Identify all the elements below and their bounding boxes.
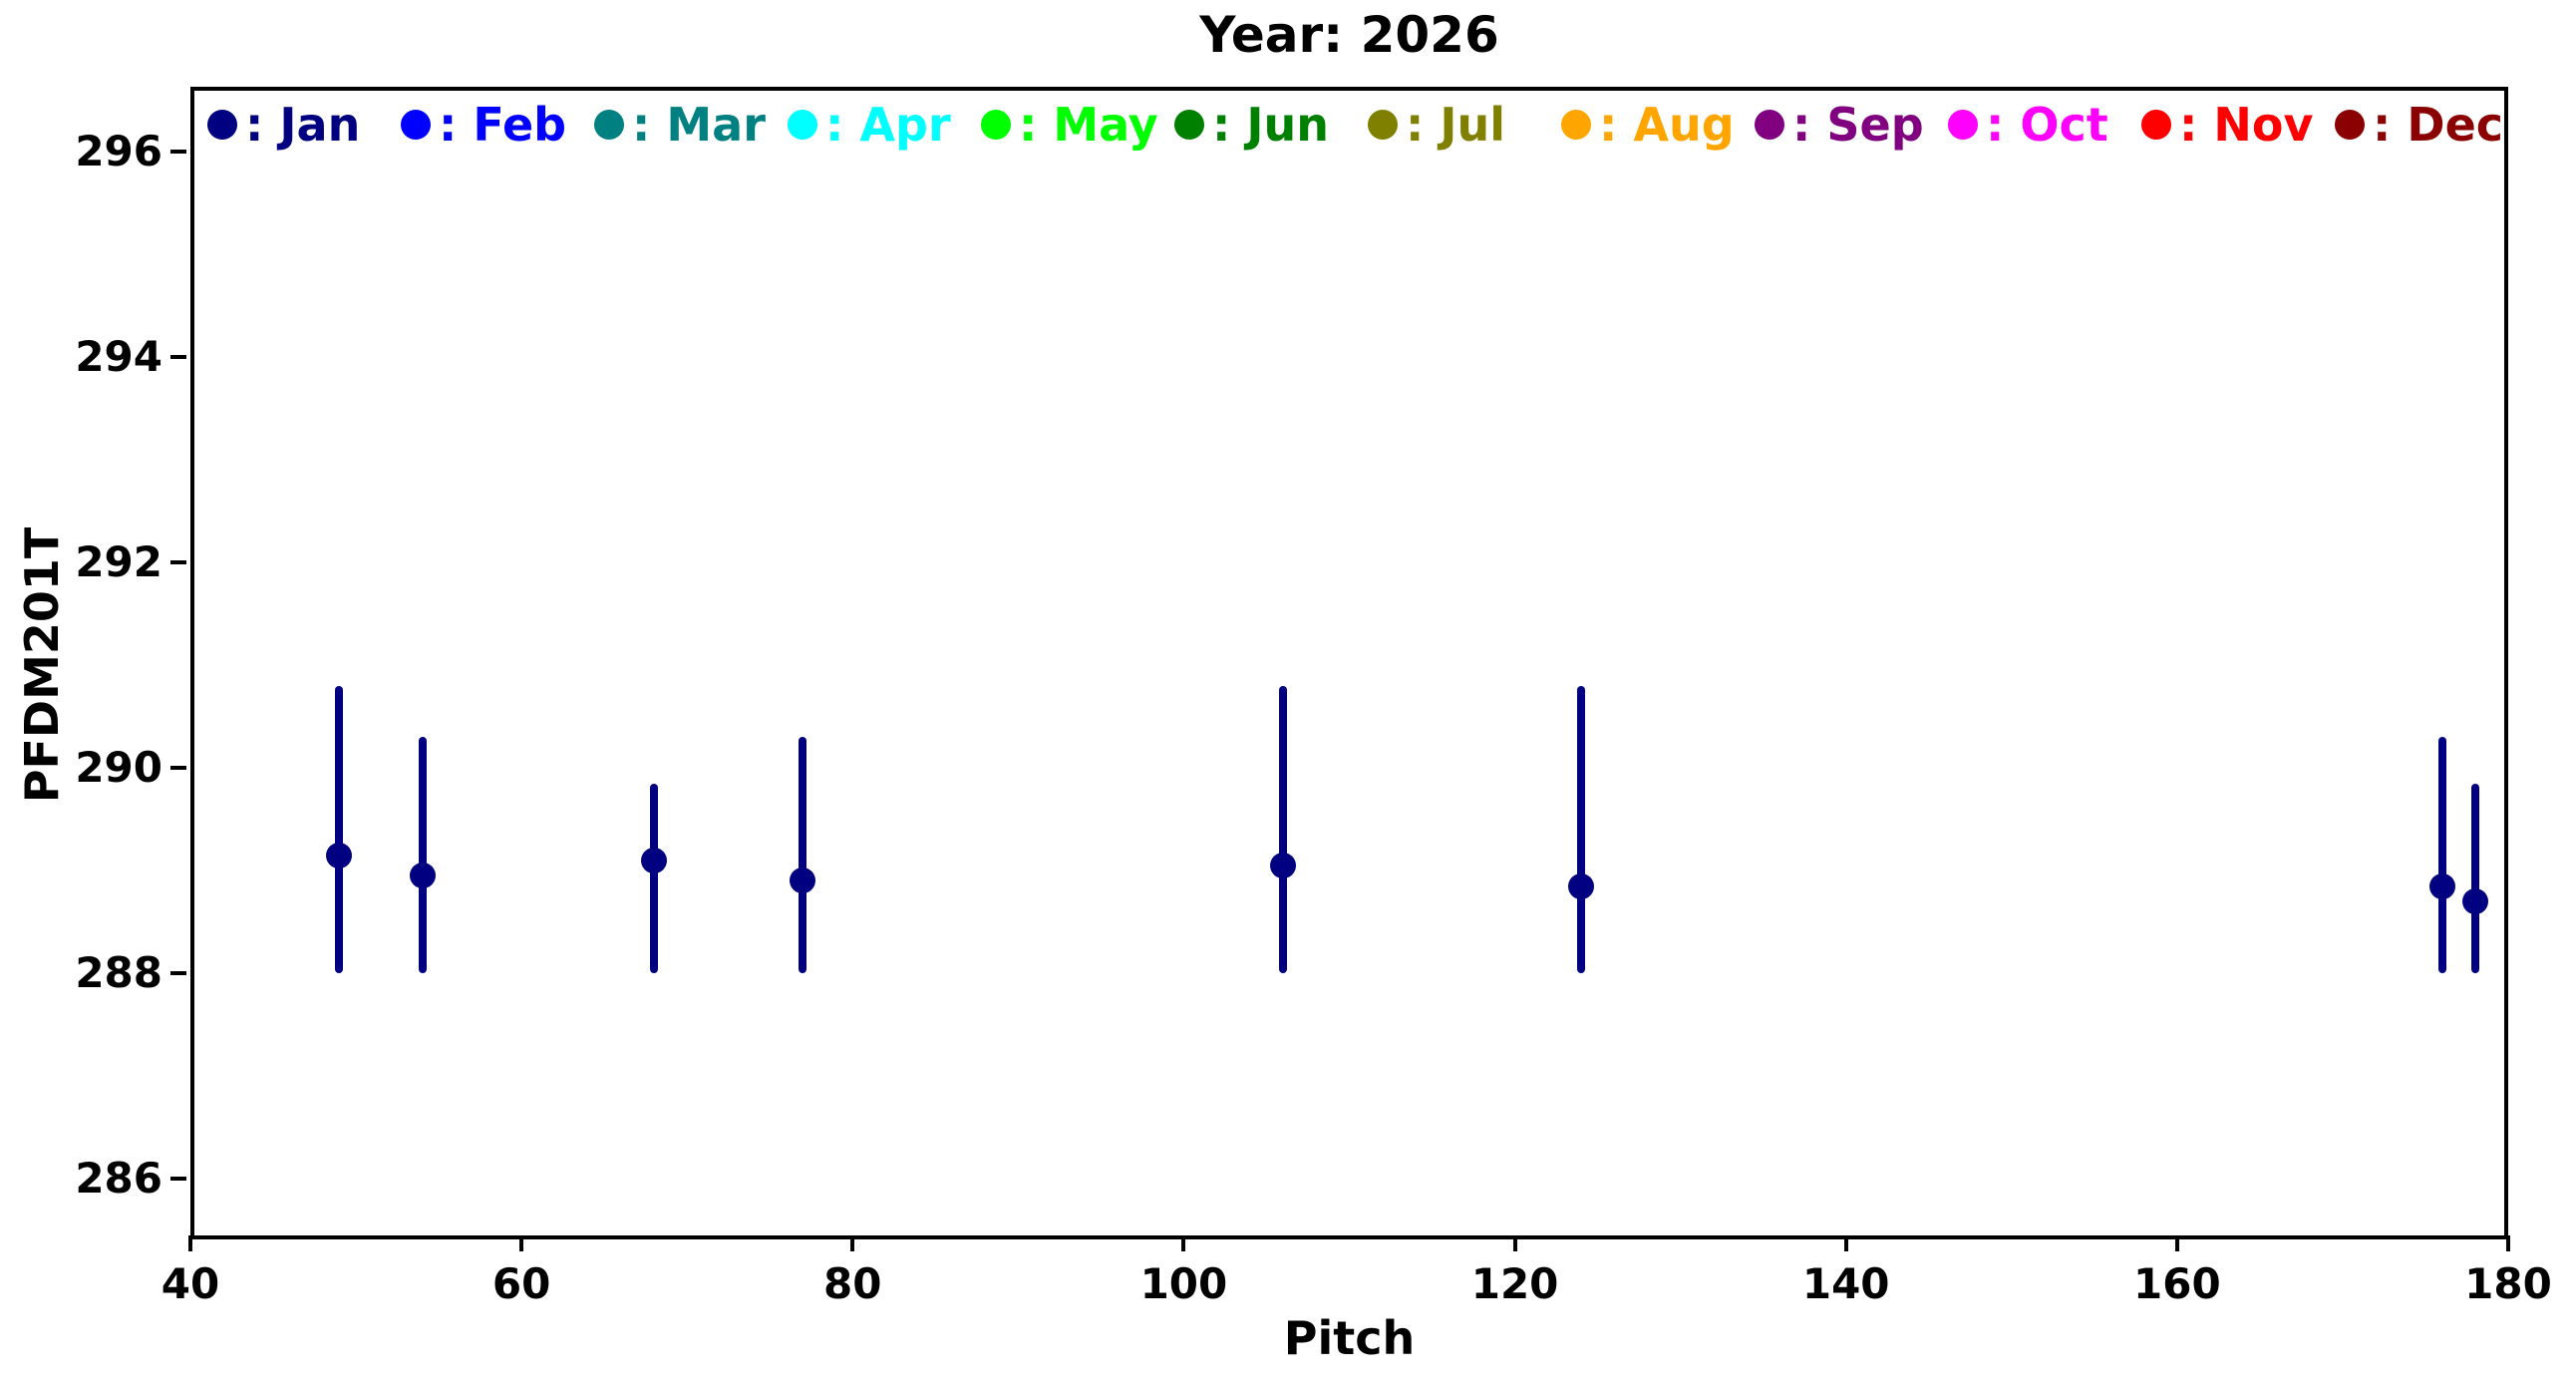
legend-item-aug: : Aug — [1561, 98, 1735, 152]
legend-marker-icon — [1755, 110, 1784, 140]
x-tick — [2506, 1235, 2510, 1251]
x-tick-label: 60 — [491, 1259, 551, 1308]
y-tick-label: 294 — [75, 331, 162, 381]
legend-item-nov: : Nov — [2141, 98, 2314, 152]
data-point-marker — [2461, 888, 2488, 915]
x-tick-label: 80 — [823, 1259, 882, 1308]
error-bar — [418, 737, 427, 974]
legend-item-jan: : Jan — [207, 98, 361, 152]
legend-label: : May — [1019, 98, 1158, 152]
y-tick-label: 292 — [75, 537, 162, 587]
legend-item-jul: : Jul — [1368, 98, 1506, 152]
x-tick — [2174, 1235, 2179, 1251]
x-tick — [1843, 1235, 1848, 1251]
legend-marker-icon — [788, 110, 817, 140]
data-point-marker — [641, 847, 667, 873]
legend-item-mar: : Mar — [594, 98, 766, 152]
y-tick — [170, 354, 186, 359]
y-tick — [170, 971, 186, 976]
legend-marker-icon — [1948, 110, 1978, 140]
legend-label: : Dec — [2373, 98, 2504, 152]
legend-marker-icon — [1561, 110, 1591, 140]
x-tick — [1181, 1235, 1186, 1251]
x-tick — [519, 1235, 524, 1251]
error-bar — [1577, 685, 1585, 974]
legend-marker-icon — [2141, 110, 2171, 140]
y-tick — [170, 766, 186, 771]
legend-label: : Aug — [1599, 98, 1735, 152]
legend-item-may: : May — [981, 98, 1158, 152]
legend-label: : Oct — [1986, 98, 2108, 152]
legend-marker-icon — [981, 110, 1011, 140]
x-tick-label: 100 — [1139, 1259, 1228, 1308]
y-tick-label: 290 — [75, 743, 162, 793]
legend-item-oct: : Oct — [1948, 98, 2108, 152]
x-tick-label: 140 — [1801, 1259, 1890, 1308]
legend-marker-icon — [1174, 110, 1204, 140]
data-point-marker — [1270, 852, 1297, 878]
y-axis-label: PFDM201T — [15, 526, 69, 804]
legend-item-dec: : Dec — [2335, 98, 2504, 152]
y-tick — [170, 149, 186, 154]
legend-label: : Nov — [2179, 98, 2314, 152]
data-point-marker — [2428, 872, 2455, 899]
x-tick-label: 160 — [2133, 1259, 2221, 1308]
legend-label: : Feb — [439, 98, 567, 152]
legend-label: : Mar — [632, 98, 766, 152]
legend-marker-icon — [594, 110, 624, 140]
plot-area: : Jan : Feb : Mar : Apr : May : Jun : Jul : Aug… — [75, 87, 2552, 1308]
legend-marker-icon — [401, 110, 431, 140]
error-bar — [799, 737, 807, 974]
legend-item-jun: : Jun — [1174, 98, 1330, 152]
x-tick-label: 120 — [1470, 1259, 1559, 1308]
error-bar — [2470, 783, 2479, 974]
legend-label: : Jul — [1406, 98, 1506, 152]
legend-label: : Jan — [245, 98, 361, 152]
error-bar — [1279, 685, 1288, 974]
x-tick-label: 40 — [161, 1259, 220, 1308]
error-bar — [335, 685, 344, 974]
x-axis-label: Pitch — [1283, 1311, 1416, 1365]
legend-marker-icon — [207, 110, 237, 140]
legend-marker-icon — [2335, 110, 2365, 140]
chart-title: Year: 2026 — [1199, 6, 1499, 64]
legend-label: : Apr — [825, 98, 951, 152]
y-tick — [170, 1177, 186, 1182]
legend-item-sep: : Sep — [1755, 98, 1924, 152]
legend-item-apr: : Apr — [788, 98, 951, 152]
data-point-marker — [1568, 872, 1594, 899]
data-point-marker — [409, 863, 436, 889]
x-tick — [1512, 1235, 1517, 1251]
y-tick-label: 286 — [75, 1154, 162, 1204]
legend-item-feb: : Feb — [401, 98, 567, 152]
legend-marker-icon — [1368, 110, 1398, 140]
legend-label: : Jun — [1212, 98, 1330, 152]
x-tick — [188, 1235, 192, 1251]
y-tick — [170, 560, 186, 565]
y-tick-label: 288 — [75, 948, 162, 998]
x-tick — [850, 1235, 855, 1251]
x-tick-label: 180 — [2464, 1259, 2552, 1308]
legend-label: : Sep — [1792, 98, 1924, 152]
error-bar — [650, 783, 658, 974]
data-point-marker — [790, 867, 816, 894]
y-tick-label: 296 — [75, 126, 162, 175]
data-point-marker — [326, 842, 353, 868]
error-bar — [2437, 737, 2446, 974]
